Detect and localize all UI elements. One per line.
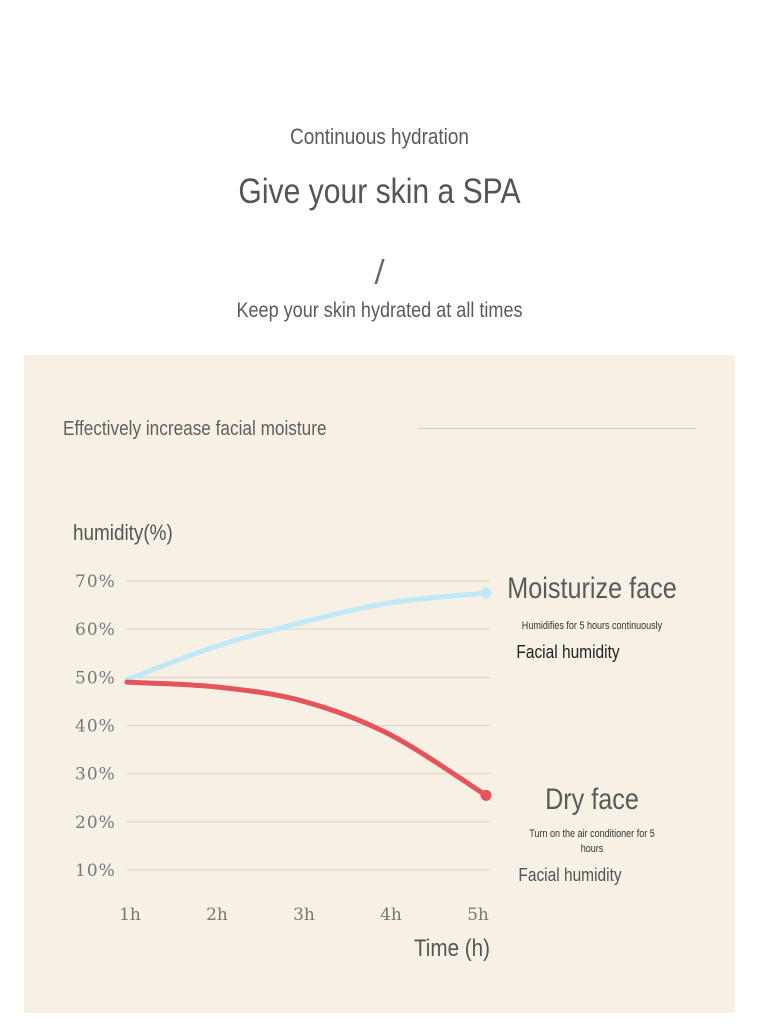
page-headline: Give your skin a SPA	[238, 172, 521, 211]
panel-title: Effectively increase facial moisture	[63, 418, 327, 440]
y-tick-label: 20%	[75, 813, 116, 833]
series-line-dry	[124, 679, 489, 798]
legend-dry-description: Turn on the air conditioner for 5 hours	[529, 828, 655, 855]
legend-moisturize-metric: Facial humidity	[516, 642, 620, 662]
eyebrow-text: Continuous hydration	[290, 124, 469, 149]
x-tick-label: 5h	[467, 905, 489, 925]
chart-panel: Effectively increase facial moisture hum…	[24, 355, 735, 1013]
y-tick-label: 50%	[75, 668, 116, 688]
y-tick-label: 10%	[75, 861, 116, 881]
y-tick-label: 60%	[75, 620, 116, 640]
x-tick-label: 2h	[206, 905, 228, 925]
legend-dry-metric: Facial humidity	[518, 865, 622, 885]
humidity-line-chart: humidity(%) 10% 20% 30% 40% 50% 60% 70% 1h 2h 3h 4h…	[73, 521, 492, 962]
series-endpoint-moisturize	[480, 587, 492, 599]
y-tick-label: 70%	[75, 572, 116, 592]
x-axis-label: Time (h)	[414, 935, 490, 962]
subheadline: Keep your skin hydrated at all times	[236, 299, 523, 322]
legend-moisturize: Moisturize face Humidifies for 5 hours c…	[480, 572, 704, 663]
y-tick-label: 40%	[75, 717, 116, 737]
divider-slash: /	[374, 254, 385, 289]
legend-moisturize-title: Moisturize face	[507, 572, 677, 605]
series-line-moisturize	[124, 590, 489, 683]
x-tick-label: 4h	[380, 905, 402, 925]
series-endpoint-dry	[480, 789, 492, 801]
y-tick-label: 30%	[75, 765, 116, 785]
panel-title-rule	[418, 428, 696, 429]
legend-moisturize-description: Humidifies for 5 hours continuously	[521, 620, 663, 632]
legend-dry: Dry face Turn on the air conditioner for…	[508, 783, 676, 886]
y-axis-label: humidity(%)	[73, 521, 173, 546]
x-tick-label: 1h	[119, 905, 141, 925]
x-tick-label: 3h	[293, 905, 315, 925]
legend-dry-title: Dry face	[545, 783, 639, 816]
